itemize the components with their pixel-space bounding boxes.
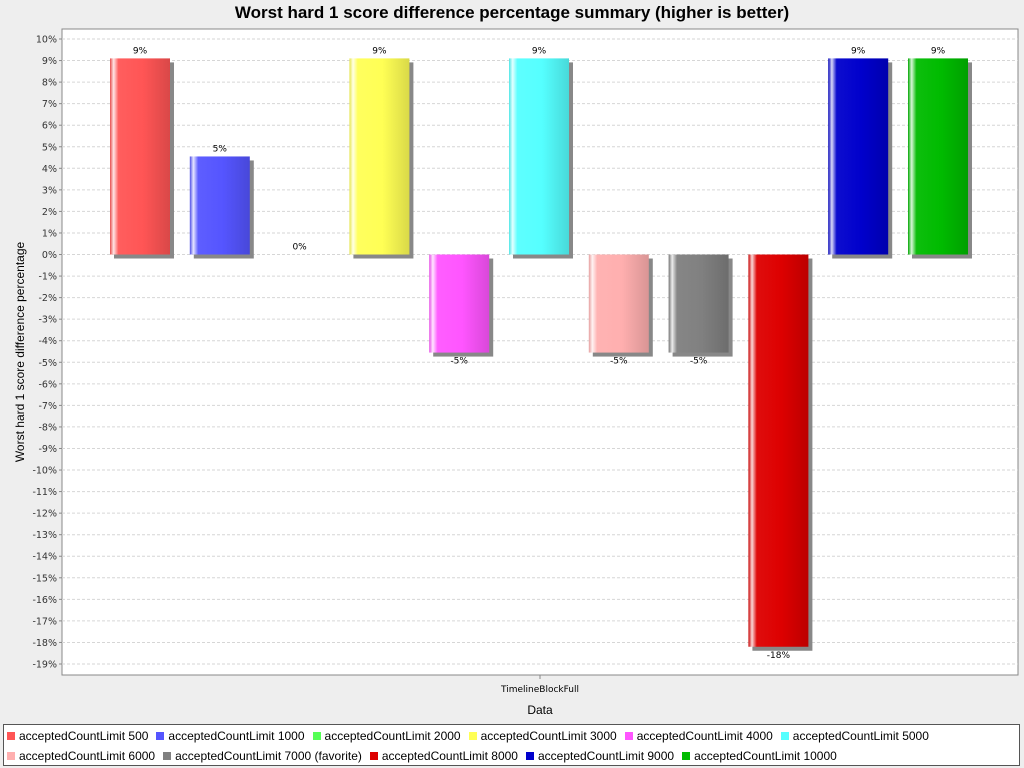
y-tick-label: -3% <box>39 315 58 326</box>
y-tick-label: -2% <box>39 293 58 304</box>
y-tick-label: 9% <box>42 56 57 67</box>
legend-item: acceptedCountLimit 1000 <box>156 729 305 743</box>
legend-item: acceptedCountLimit 6000 <box>7 749 155 763</box>
bar <box>349 58 410 255</box>
legend-swatch <box>7 732 15 740</box>
y-tick-label: 4% <box>42 164 57 175</box>
legend-swatch <box>7 752 15 760</box>
y-tick-label: -8% <box>39 422 58 433</box>
legend-label: acceptedCountLimit 3000 <box>480 729 617 743</box>
bar <box>509 58 569 255</box>
legend-item: acceptedCountLimit 500 <box>7 729 148 743</box>
bar <box>748 254 809 647</box>
bar <box>908 58 968 255</box>
bar-value-label: 5% <box>213 144 228 154</box>
y-tick-label: 10% <box>36 35 57 46</box>
legend-item: acceptedCountLimit 4000 <box>624 729 773 743</box>
y-tick-label: -17% <box>32 616 57 627</box>
bar-value-label: -18% <box>767 651 791 661</box>
y-tick-label: -1% <box>39 272 58 283</box>
y-tick-label: 3% <box>42 185 57 196</box>
bar-value-label: -5% <box>450 357 468 367</box>
y-tick-label: -5% <box>39 358 58 369</box>
bar-value-label: -5% <box>690 357 708 367</box>
legend-label: acceptedCountLimit 5000 <box>792 729 929 743</box>
legend-item: acceptedCountLimit 3000 <box>468 729 617 743</box>
legend-label: acceptedCountLimit 8000 <box>381 749 518 763</box>
y-tick-label: 5% <box>42 142 57 153</box>
y-tick-label: -12% <box>32 509 57 520</box>
bar-value-label: 0% <box>292 243 307 253</box>
legend-label: acceptedCountLimit 2000 <box>324 729 461 743</box>
legend-label: acceptedCountLimit 7000 (favorite) <box>175 749 362 763</box>
bar <box>828 58 889 255</box>
y-tick-label: 1% <box>42 228 57 239</box>
legend-swatch <box>682 752 691 760</box>
legend-item: acceptedCountLimit 7000 (favorite) <box>163 749 362 763</box>
legend-label: acceptedCountLimit 9000 <box>537 749 675 763</box>
y-tick-label: -7% <box>39 401 58 412</box>
legend: acceptedCountLimit 500 acceptedCountLimit… <box>3 724 1020 766</box>
legend-item: acceptedCountLimit 8000 <box>369 749 518 763</box>
y-tick-label: 0% <box>42 250 57 261</box>
y-tick-label: 6% <box>42 121 57 132</box>
y-tick-label: -13% <box>32 530 57 541</box>
y-tick-label: -19% <box>32 660 57 671</box>
y-tick-label: 8% <box>42 78 57 89</box>
legend-label: acceptedCountLimit 4000 <box>636 729 773 743</box>
legend-label: acceptedCountLimit 10000 <box>694 749 837 763</box>
legend-item: acceptedCountLimit 2000 <box>312 729 461 743</box>
legend-item: acceptedCountLimit 10000 <box>682 749 837 763</box>
legend-swatch <box>624 732 633 740</box>
y-tick-label: -10% <box>32 466 57 477</box>
y-tick-label: -14% <box>32 552 57 563</box>
legend-item: acceptedCountLimit 5000 <box>780 729 929 743</box>
bar-value-label: 9% <box>532 46 547 56</box>
y-tick-label: -6% <box>39 379 58 390</box>
legend-swatch <box>163 752 172 760</box>
legend-label: acceptedCountLimit 500 <box>19 729 149 743</box>
bar <box>588 254 649 353</box>
bar-value-label: 9% <box>851 46 866 56</box>
y-tick-label: -15% <box>32 573 57 584</box>
legend-item: acceptedCountLimit 9000 <box>525 749 675 763</box>
legend-swatch <box>312 732 321 740</box>
bar-value-label: 9% <box>931 46 946 56</box>
legend-swatch <box>369 752 378 760</box>
y-tick-label: -16% <box>32 595 57 606</box>
legend-swatch <box>525 752 534 760</box>
x-category-label: TimelineBlockFull <box>500 685 579 695</box>
y-tick-label: 7% <box>42 99 57 110</box>
y-tick-label: -18% <box>32 638 57 649</box>
bar <box>110 58 170 255</box>
y-axis-title: Worst hard 1 score difference percentage <box>13 242 27 463</box>
legend-label: acceptedCountLimit 6000 <box>19 749 156 763</box>
bar-value-label: -5% <box>610 357 628 367</box>
y-tick-label: 2% <box>42 207 57 218</box>
legend-swatch <box>156 732 165 740</box>
y-tick-label: -11% <box>32 487 57 498</box>
y-axis-ticks: 10% 9% 8% 7% 6% 5% 4% 3% 2% 1% 0% -1% -2% -3% -4% -5% -6… <box>32 35 62 671</box>
y-tick-label: -9% <box>39 444 58 455</box>
legend-label: acceptedCountLimit 1000 <box>168 729 305 743</box>
legend-swatch <box>780 732 789 740</box>
chart-title: Worst hard 1 score difference percentage… <box>234 3 790 22</box>
legend-swatch <box>468 732 477 740</box>
legend-row: acceptedCountLimit 500 acceptedCountLimit… <box>7 728 937 744</box>
x-axis-title: Data <box>527 703 553 717</box>
bar-value-labels: 9% 5% 0% 9% -5% 9% -5% -5% -18% 9% 9% <box>133 46 946 660</box>
y-tick-label: -4% <box>39 336 58 347</box>
chart-canvas: 10% 9% 8% 7% 6% 5% 4% 3% 2% 1% 0% -1% -2% -3% -4% -5% -6… <box>13 28 1019 717</box>
bar-value-label: 9% <box>133 46 148 56</box>
bar-value-label: 9% <box>372 46 387 56</box>
bar <box>429 254 490 353</box>
legend-row: acceptedCountLimit 6000 acceptedCountLimi… <box>7 748 845 764</box>
bars <box>110 58 972 651</box>
bar <box>668 254 729 353</box>
bar <box>189 156 250 255</box>
